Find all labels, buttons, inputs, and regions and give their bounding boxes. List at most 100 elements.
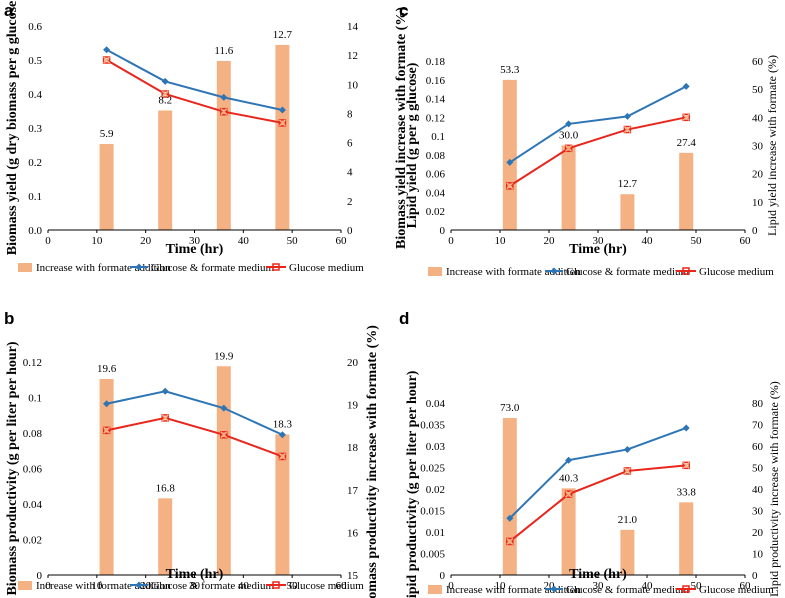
series-line-glucose-formate bbox=[106, 390, 283, 436]
y-tick-label: 0.18 bbox=[426, 56, 446, 68]
y-tick-label: 0.02 bbox=[23, 535, 42, 547]
point-glucose-x bbox=[220, 431, 228, 439]
y2-tick-label: 8 bbox=[347, 108, 353, 120]
y2-axis-title: Biomass yield increase with formate (%) bbox=[394, 7, 409, 249]
y-tick-label: 0.08 bbox=[23, 428, 43, 440]
y2-tick-label: 80 bbox=[752, 398, 764, 410]
bar-b-3 bbox=[275, 434, 290, 575]
point-glucose-formate bbox=[220, 93, 228, 101]
point-glucose-x bbox=[278, 119, 286, 127]
point-glucose bbox=[564, 490, 573, 498]
bar-c-3 bbox=[679, 152, 694, 230]
series-line-glucose-formate bbox=[509, 427, 687, 519]
series-line-glucose bbox=[509, 116, 687, 187]
bar-data-label: 12.7 bbox=[618, 178, 638, 190]
bar-data-label: 40.3 bbox=[559, 472, 579, 484]
point-glucose bbox=[623, 125, 632, 134]
bar-c-2 bbox=[620, 194, 635, 230]
point-glucose-formate bbox=[278, 106, 286, 114]
y-tick-label: 0.3 bbox=[28, 123, 42, 135]
y2-tick-label: 60 bbox=[752, 441, 764, 453]
y2-tick-label: 17 bbox=[347, 485, 359, 497]
legend-label-bar: Increase with formate addition bbox=[446, 584, 581, 596]
bar-data-label: 19.9 bbox=[214, 350, 234, 362]
y2-tick-label: 50 bbox=[752, 463, 764, 475]
bar-a-1 bbox=[158, 110, 173, 230]
bar-data-label: 16.8 bbox=[156, 482, 176, 494]
legend-marker-red bbox=[682, 267, 690, 275]
x-tick-label: 10 bbox=[495, 580, 507, 592]
point-glucose-x bbox=[220, 108, 228, 116]
point-glucose bbox=[564, 144, 573, 153]
y-tick-label: 0.1 bbox=[28, 191, 42, 203]
x-tick-label: 30 bbox=[189, 580, 201, 592]
panel-letter-c: c bbox=[399, 1, 408, 20]
y-axis-title: Biomass productivity (g per liter per ho… bbox=[5, 341, 20, 595]
x-tick-label: 60 bbox=[740, 235, 752, 247]
y2-tick-label: 30 bbox=[752, 141, 764, 153]
point-glucose bbox=[682, 461, 690, 470]
point-glucose-x bbox=[278, 452, 286, 460]
legend-label-red: Glucose medium bbox=[699, 584, 774, 596]
point-glucose bbox=[102, 56, 111, 64]
y2-tick-label: 60 bbox=[752, 56, 764, 68]
bar-data-label: 27.4 bbox=[677, 137, 697, 149]
x-tick-label: 20 bbox=[140, 235, 152, 247]
x-tick-label: 20 bbox=[544, 580, 556, 592]
point-glucose bbox=[161, 414, 169, 422]
y2-tick-label: 12 bbox=[347, 50, 358, 62]
legend-marker-blue bbox=[135, 263, 143, 271]
x-tick-label: 10 bbox=[91, 235, 103, 247]
bar-data-label: 33.8 bbox=[677, 486, 697, 498]
y2-tick-label: 20 bbox=[752, 527, 764, 539]
y-axis-title: Biomass yield (g dry biomass per g gluco… bbox=[5, 1, 20, 255]
bar-data-label: 18.3 bbox=[273, 418, 293, 430]
bar-b-2 bbox=[216, 366, 231, 575]
y-tick-label: 0.06 bbox=[23, 464, 43, 476]
y-tick-label: 0.015 bbox=[420, 506, 445, 518]
y-tick-label: 0.08 bbox=[426, 150, 446, 162]
y-tick-label: 0.1 bbox=[431, 131, 445, 143]
point-glucose bbox=[506, 537, 514, 546]
y-tick-label: 0.5 bbox=[28, 55, 42, 67]
point-glucose-x bbox=[565, 144, 573, 152]
point-glucose bbox=[682, 113, 690, 122]
series-line-glucose bbox=[106, 416, 283, 458]
point-glucose-formate bbox=[623, 445, 631, 453]
point-glucose-x bbox=[506, 537, 514, 545]
y2-tick-label: 14 bbox=[347, 21, 359, 33]
x-tick-label: 20 bbox=[544, 235, 556, 247]
x-tick-label: 50 bbox=[691, 235, 703, 247]
point-glucose bbox=[278, 119, 287, 127]
y2-tick-label: 10 bbox=[752, 549, 764, 561]
y-tick-label: 0.0 bbox=[28, 225, 42, 237]
x-axis-title: Time (hr) bbox=[166, 242, 224, 257]
y-tick-label: 0.6 bbox=[28, 21, 42, 33]
y-tick-label: 0.06 bbox=[426, 169, 446, 181]
legend-label-blue: Glucose & formate medium bbox=[566, 584, 690, 596]
y-tick-label: 0.12 bbox=[23, 357, 42, 369]
point-glucose-x bbox=[161, 90, 169, 98]
x-tick-label: 60 bbox=[740, 580, 752, 592]
x-axis-title: Time (hr) bbox=[166, 567, 224, 582]
y-tick-label: 0.035 bbox=[420, 420, 445, 432]
x-tick-label: 50 bbox=[691, 580, 703, 592]
y2-axis-title: Lipid yield increase with formate (%) bbox=[765, 55, 779, 236]
x-tick-label: 40 bbox=[238, 580, 250, 592]
y-tick-label: 0.01 bbox=[426, 527, 445, 539]
point-glucose bbox=[161, 90, 169, 98]
x-tick-label: 10 bbox=[91, 580, 103, 592]
point-glucose-formate bbox=[506, 514, 514, 522]
y-tick-label: 0.02 bbox=[426, 206, 445, 218]
point-glucose-x bbox=[506, 182, 514, 190]
y-tick-label: 0.03 bbox=[426, 441, 446, 453]
y2-tick-label: 18 bbox=[347, 442, 359, 454]
bar-data-label: 8.2 bbox=[158, 95, 172, 107]
x-tick-label: 30 bbox=[593, 580, 605, 592]
x-tick-label: 0 bbox=[448, 235, 454, 247]
point-glucose bbox=[220, 431, 228, 439]
x-tick-label: 30 bbox=[189, 235, 201, 247]
y2-axis-title: Lipid productivity increase with formate… bbox=[767, 381, 781, 597]
legend-label-blue: Glucose & formate medium bbox=[566, 266, 690, 278]
